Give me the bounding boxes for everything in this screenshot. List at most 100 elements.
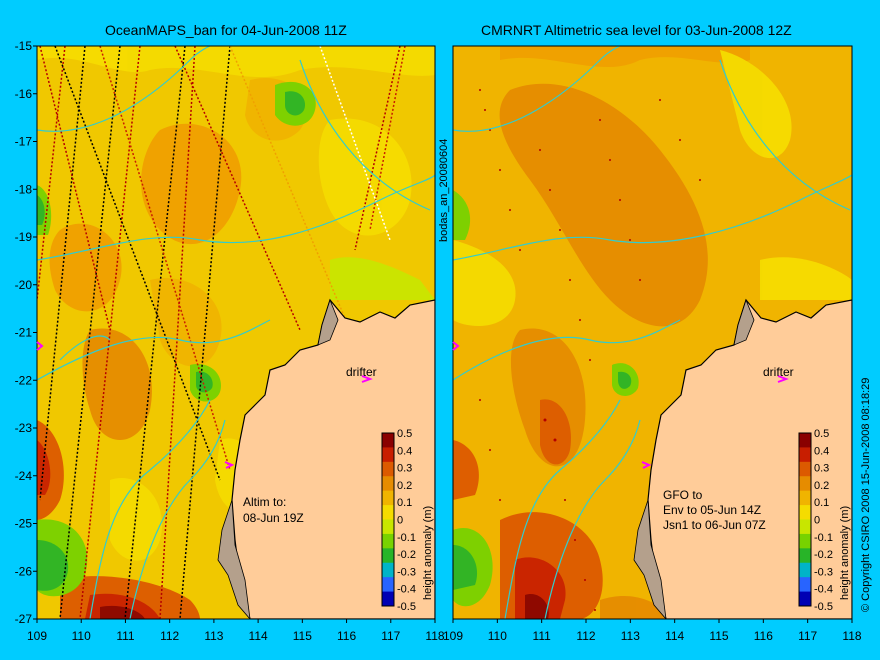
right-sla-patches [453,46,852,619]
lon-tick-label: 110 [488,629,507,643]
colorbar-swatch [799,433,811,448]
colorbar-tick-label: -0.5 [397,601,416,613]
lon-tick-label: 110 [72,629,91,643]
left-annotation-line1: Altim to: [243,495,286,509]
left-bathymetry [37,46,435,619]
colorbar-tick-label: 0.4 [814,445,829,457]
colorbar-tick-label: 0.2 [397,480,412,492]
lon-tick-label: 115 [293,629,312,643]
left-drifter-arrow-icon [361,375,373,383]
colorbar-tick-label: 0.5 [397,428,412,440]
colorbar-swatch [382,490,394,506]
colorbar-swatch [799,447,811,463]
right-colorbar [798,432,812,607]
colorbar-swatch [799,490,811,506]
colorbar-swatch [799,577,811,593]
colorbar-tick-label: 0.4 [397,445,412,457]
colorbar-tick-label: -0.5 [814,601,833,613]
colorbar-tick-label: 0 [814,515,820,527]
left-satellite-tracks [37,46,406,619]
left-edge-drifter-icon [36,341,44,351]
lon-tick-label: 111 [533,629,552,643]
lat-tick-label: -23 [15,421,33,435]
lon-tick-label: 113 [204,629,223,643]
left-colorbar-label: height anomaly (m) [422,506,434,600]
right-map-frame [452,45,853,620]
right-map [453,46,852,619]
colorbar-swatch [799,505,811,520]
lat-tick-label: -20 [15,278,33,292]
colorbar-swatch [382,447,394,463]
colorbar-tick-label: -0.1 [814,532,833,544]
lat-tick-label: -21 [15,326,33,340]
colorbar-tick-label: 0.3 [397,463,412,475]
lat-tick-label: -26 [15,564,33,578]
colorbar-tick-label: -0.4 [814,584,833,596]
colorbar-tick-label: 0.1 [814,497,829,509]
right-annotation-line1: GFO to [663,488,703,502]
left-sla-patches [37,46,435,619]
lat-tick-label: -17 [15,135,33,149]
left-lon-ticks: 109 110 111 112 113 114 115 116 117 118 [27,619,445,643]
lon-tick-label: 112 [576,629,595,643]
colorbar-swatch [799,519,811,535]
left-map-title: OceanMAPS_ban for 04-Jun-2008 11Z [105,22,347,38]
right-annotation-line3: Jsn1 to 06-Jun 07Z [663,518,766,532]
right-bathymetry [453,46,852,619]
lat-tick-label: -15 [15,39,33,53]
colorbar-tick-label: -0.1 [397,532,416,544]
colorbar-swatch [382,505,394,520]
right-drifter-track-icon [641,461,652,469]
colorbar-swatch [382,461,394,477]
colorbar-tick-label: 0 [397,515,403,527]
lon-tick-label: 113 [621,629,640,643]
lon-tick-label: 117 [381,629,400,643]
lon-tick-label: 111 [116,629,135,643]
right-colorbar-label: height anomaly (m) [839,506,851,600]
lat-tick-label: -22 [15,373,33,387]
colorbar-tick-label: -0.2 [397,549,416,561]
colorbar-swatch [382,533,394,549]
lon-tick-label: 114 [665,629,684,643]
lat-tick-label: -27 [15,612,33,626]
drifter-markers [36,341,789,469]
colorbar-tick-label: -0.3 [814,566,833,578]
lon-tick-label: 109 [27,629,47,643]
colorbar-tick-label: 0.2 [814,480,829,492]
colorbar-tick-label: 0.5 [814,428,829,440]
lat-tick-label: -24 [15,469,33,483]
right-drifter-label: drifter [763,365,794,379]
lon-tick-label: 116 [337,629,356,643]
colorbar-swatch [382,433,394,448]
left-drifter-label: drifter [346,365,377,379]
lat-tick-label: -18 [15,182,33,196]
lat-tick-label: -25 [15,517,33,531]
lat-tick-label: -16 [15,87,33,101]
colorbar-swatch [799,548,811,564]
right-map-title: CMRNRT Altimetric sea level for 03-Jun-2… [481,22,792,38]
colorbar-tick-label: 0.3 [814,463,829,475]
right-edge-drifter-icon [452,341,460,351]
colorbar-tick-label: 0.1 [397,497,412,509]
left-annotation-line2: 08-Jun 19Z [243,511,304,525]
colorbar-tick-label: -0.3 [397,566,416,578]
right-drifter-arrow-icon [777,375,789,383]
lon-tick-label: 109 [443,629,463,643]
lon-tick-label: 116 [754,629,773,643]
colorbar-swatch [382,519,394,535]
lat-tick-label: -19 [15,230,33,244]
lon-tick-label: 112 [160,629,179,643]
right-colorbar-ticks: 0.5 0.4 0.3 0.2 0.1 0 -0.1 -0.2 -0.3 -0.4 -0.5 [814,428,833,613]
colorbar-tick-label: -0.4 [397,584,416,596]
left-colorbar-ticks: 0.5 0.4 0.3 0.2 0.1 0 -0.1 -0.2 -0.3 -0.4 -0.5 [397,428,416,613]
right-track-dots [479,89,701,611]
colorbar-swatch [799,562,811,578]
right-lon-ticks: 109 110 111 112 113 114 115 116 117 118 [443,619,862,643]
lon-tick-label: 118 [425,629,444,643]
colorbar-swatch [799,591,811,607]
colorbar-swatch [799,533,811,549]
left-map [37,46,435,619]
colorbar-swatch [382,591,394,607]
left-colorbar [381,432,395,607]
